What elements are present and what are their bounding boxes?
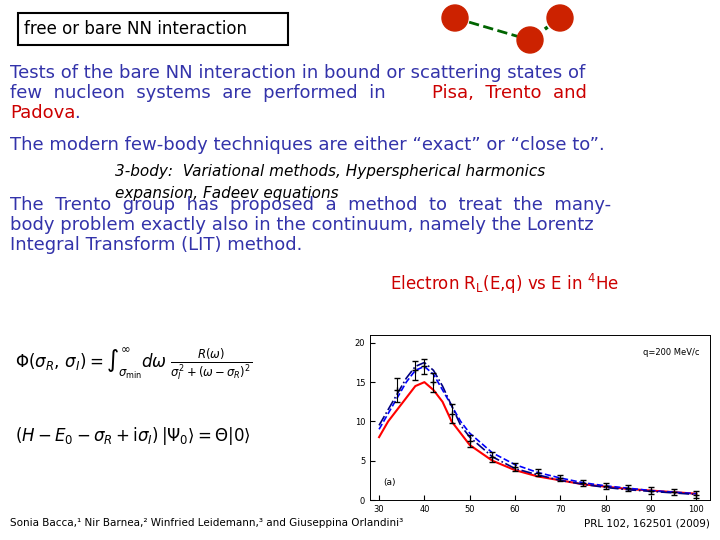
Text: PRL 102, 162501 (2009): PRL 102, 162501 (2009) — [584, 518, 710, 528]
Text: Pisa,  Trento  and: Pisa, Trento and — [432, 84, 587, 102]
Bar — [18, 13, 288, 45]
Text: $(H - E_0 - \sigma_R + {\rm i}\sigma_I)\,|\Psi_0\rangle = \Theta|0\rangle$: $(H - E_0 - \sigma_R + {\rm i}\sigma_I)\… — [15, 425, 251, 447]
Text: The modern few-body techniques are either “exact” or “close to”.: The modern few-body techniques are eithe… — [10, 136, 605, 154]
Text: Sonia Bacca,¹ Nir Barnea,² Winfried Leidemann,³ and Giuseppina Orlandini³: Sonia Bacca,¹ Nir Barnea,² Winfried Leid… — [10, 518, 403, 528]
Text: The  Trento  group  has  proposed  a  method  to  treat  the  many-: The Trento group has proposed a method t… — [10, 196, 611, 214]
Text: (a): (a) — [384, 478, 396, 487]
Text: Integral Transform (LIT) method.: Integral Transform (LIT) method. — [10, 236, 302, 254]
Text: Electron R$_\mathregular{L}$(E,q) vs E in $^4$He: Electron R$_\mathregular{L}$(E,q) vs E i… — [390, 272, 619, 296]
Text: 3-body:  Variational methods, Hyperspherical harmonics: 3-body: Variational methods, Hyperspheri… — [115, 164, 545, 179]
Text: Tests of the bare NN interaction in bound or scattering states of: Tests of the bare NN interaction in boun… — [10, 64, 585, 82]
Text: Padova: Padova — [10, 104, 76, 122]
Circle shape — [517, 27, 543, 53]
Text: .: . — [74, 104, 80, 122]
Text: expansion, Fadeev equations: expansion, Fadeev equations — [115, 186, 338, 201]
Text: few  nucleon  systems  are  performed  in: few nucleon systems are performed in — [10, 84, 397, 102]
Text: free or bare NN interaction: free or bare NN interaction — [24, 20, 247, 38]
Circle shape — [547, 5, 573, 31]
Circle shape — [442, 5, 468, 31]
Text: body problem exactly also in the continuum, namely the Lorentz: body problem exactly also in the continu… — [10, 216, 593, 234]
Text: q=200 MeV/c: q=200 MeV/c — [643, 348, 700, 357]
Text: $\Phi(\sigma_R,\,\sigma_I) = \int_{\sigma_{\rm min}}^{\infty} d\omega\;\frac{R(\: $\Phi(\sigma_R,\,\sigma_I) = \int_{\sigm… — [15, 345, 252, 382]
